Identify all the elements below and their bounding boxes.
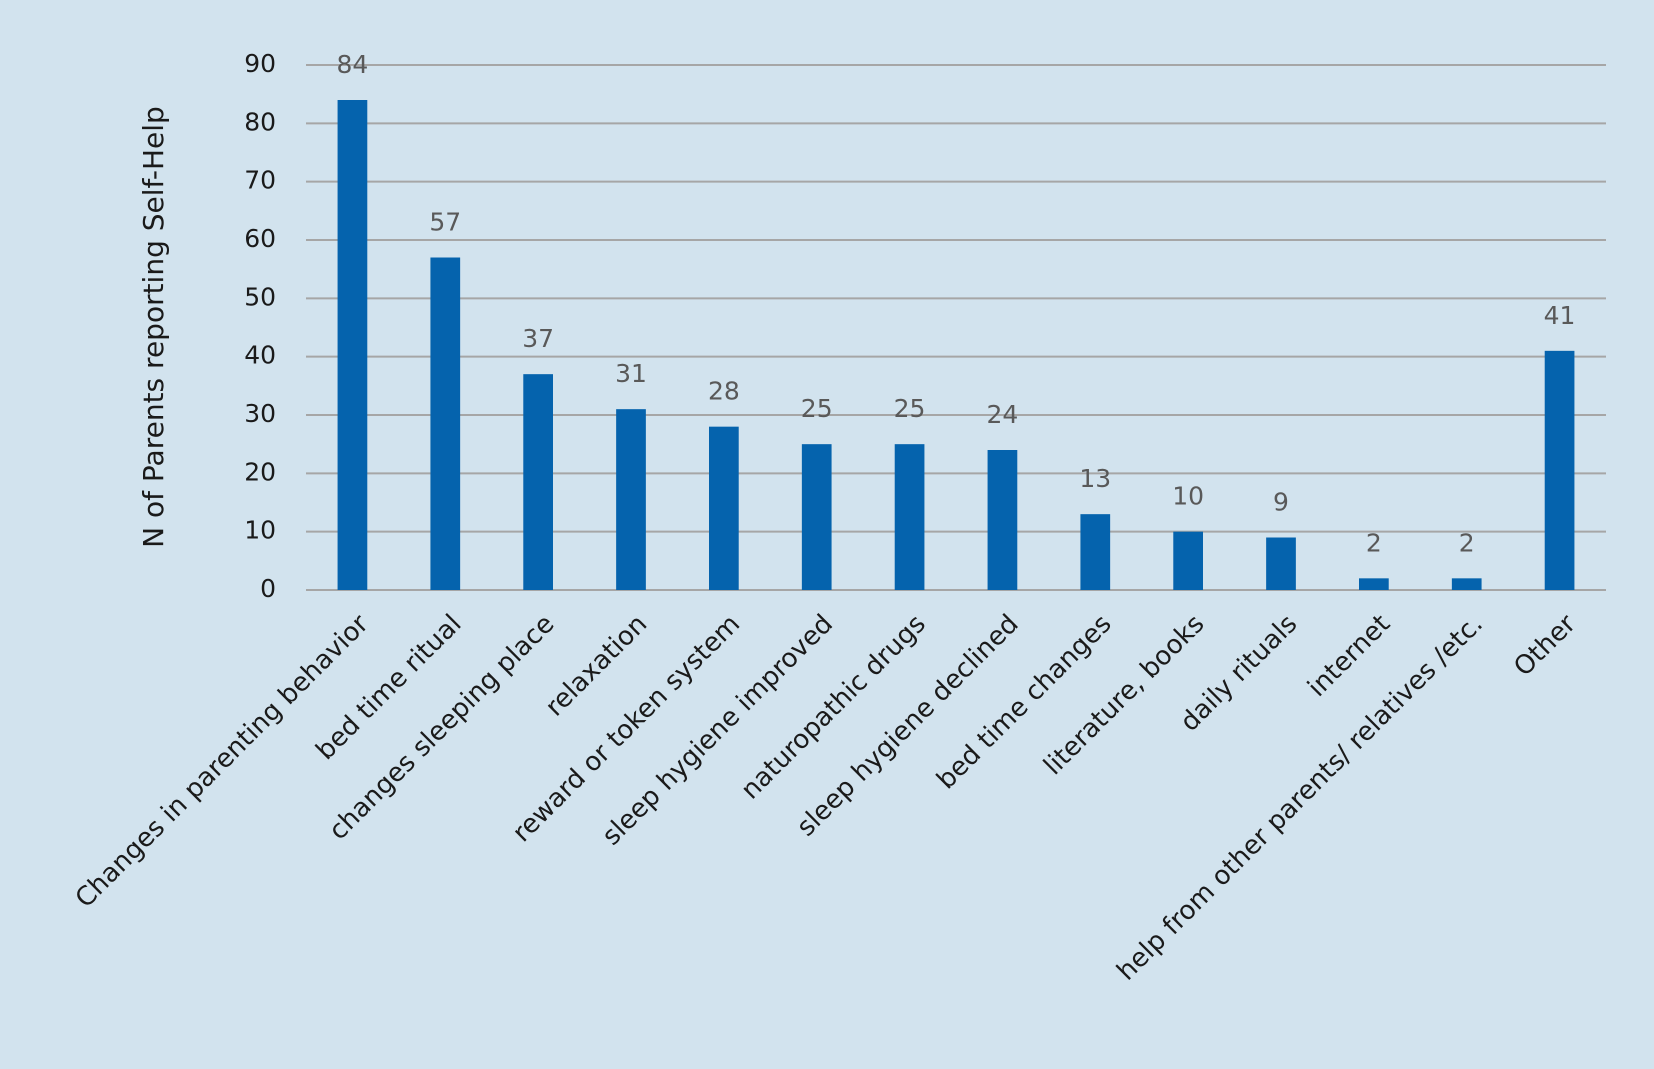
bar [987, 450, 1018, 590]
data-label: 9 [1273, 488, 1289, 517]
bar [430, 257, 461, 590]
data-label: 25 [894, 394, 926, 423]
data-label: 13 [1079, 464, 1111, 493]
data-label: 25 [801, 394, 833, 423]
bar [1173, 531, 1203, 590]
bar [616, 409, 646, 590]
y-tick-label: 30 [244, 399, 276, 428]
bar [523, 374, 553, 590]
data-label: 84 [337, 50, 369, 79]
bar [801, 444, 832, 590]
bar [337, 100, 368, 590]
bar [1544, 350, 1575, 590]
y-tick-label: 60 [244, 224, 276, 253]
bar [1451, 578, 1482, 590]
bar [1080, 514, 1111, 590]
data-label: 57 [429, 208, 461, 237]
bar [894, 444, 925, 590]
y-tick-label: 40 [244, 341, 276, 370]
y-tick-label: 80 [244, 107, 276, 136]
bar [1266, 537, 1296, 590]
y-tick-label: 20 [244, 457, 276, 486]
bar [1359, 578, 1389, 590]
bar [709, 426, 739, 590]
data-label: 24 [987, 400, 1019, 429]
data-label: 2 [1459, 528, 1475, 557]
y-tick-label: 90 [244, 49, 276, 78]
data-label: 10 [1172, 482, 1204, 511]
data-label: 2 [1366, 528, 1382, 557]
y-axis-label: N of Parents reporting Self-Help [137, 106, 170, 548]
y-tick-label: 10 [244, 516, 276, 545]
data-label: 31 [615, 359, 647, 388]
data-label: 37 [522, 324, 554, 353]
data-label: 41 [1544, 301, 1576, 330]
y-tick-label: 70 [244, 166, 276, 195]
data-label: 28 [708, 377, 740, 406]
y-tick-label: 50 [244, 282, 276, 311]
y-tick-label: 0 [260, 574, 276, 603]
